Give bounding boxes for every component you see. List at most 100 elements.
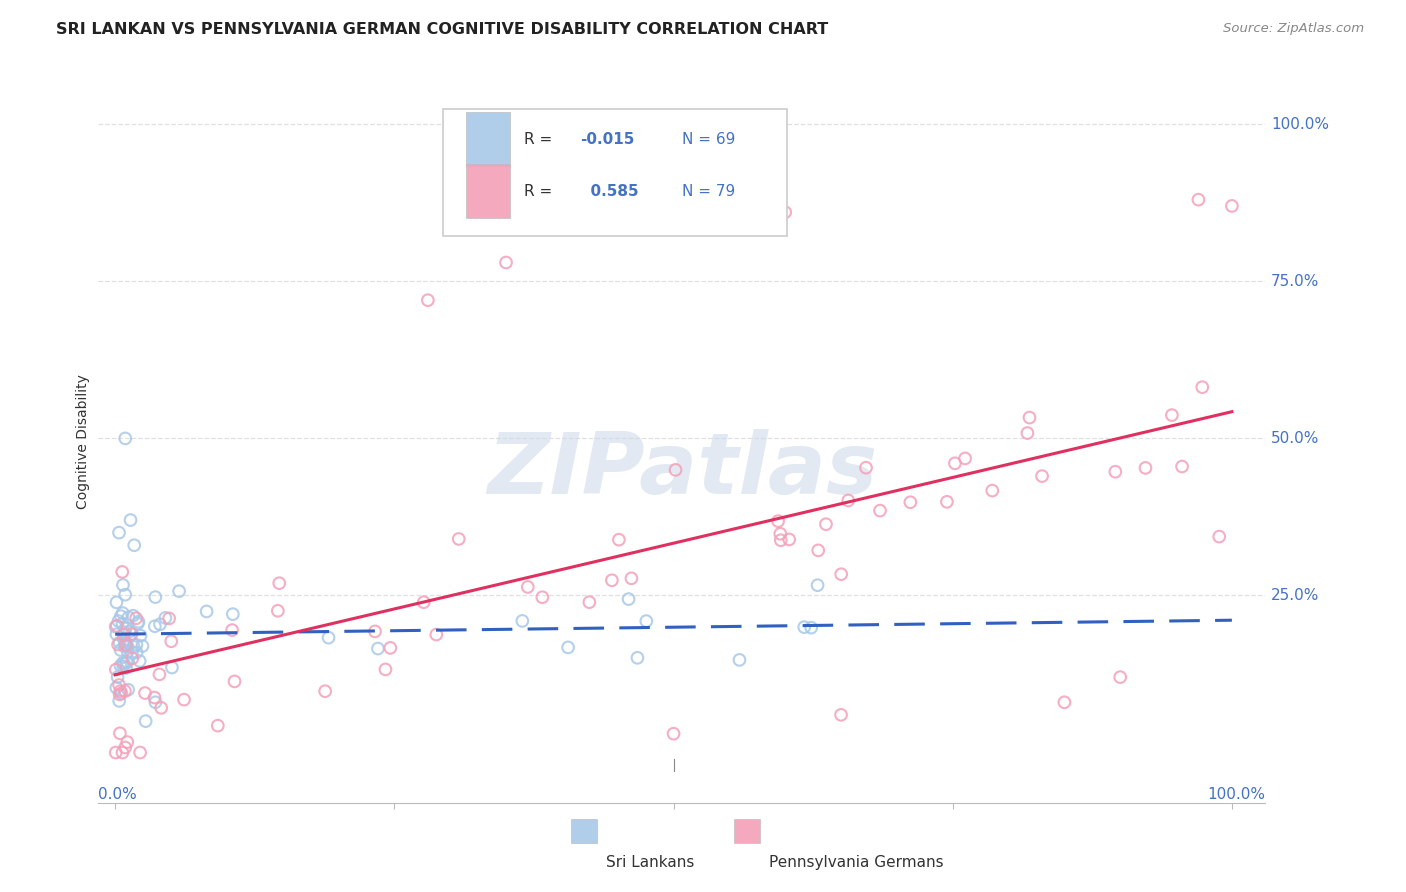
- Point: [105, 595, 128, 609]
- Point: [830, 707, 852, 722]
- Point: [127, 616, 149, 631]
- FancyBboxPatch shape: [465, 112, 510, 166]
- Point: [111, 578, 134, 592]
- Point: [1104, 465, 1126, 479]
- Point: [112, 625, 135, 640]
- Text: 75.0%: 75.0%: [1271, 274, 1319, 289]
- FancyBboxPatch shape: [443, 109, 787, 235]
- Point: [143, 690, 166, 705]
- Point: [108, 726, 131, 740]
- Point: [778, 533, 800, 547]
- Point: [167, 584, 190, 599]
- Point: [148, 667, 170, 681]
- Point: [620, 571, 643, 585]
- Point: [145, 695, 167, 709]
- Point: [160, 660, 183, 674]
- Text: R =: R =: [524, 132, 558, 146]
- Point: [793, 620, 815, 634]
- Point: [104, 663, 127, 677]
- Point: [516, 580, 538, 594]
- Point: [837, 493, 859, 508]
- Point: [128, 654, 150, 668]
- Point: [830, 567, 852, 582]
- FancyBboxPatch shape: [465, 164, 510, 219]
- Point: [111, 746, 134, 760]
- Point: [110, 684, 132, 698]
- Point: [117, 735, 139, 749]
- Point: [943, 456, 966, 470]
- Point: [269, 576, 291, 591]
- FancyBboxPatch shape: [734, 820, 761, 843]
- Point: [118, 624, 141, 639]
- Point: [107, 670, 129, 684]
- Point: [114, 635, 136, 649]
- Point: [143, 619, 166, 633]
- Point: [1171, 459, 1194, 474]
- Y-axis label: Cognitive Disability: Cognitive Disability: [76, 374, 90, 509]
- FancyBboxPatch shape: [571, 820, 596, 843]
- Point: [105, 627, 128, 641]
- Text: N = 69: N = 69: [682, 132, 735, 146]
- Point: [160, 634, 183, 648]
- Point: [267, 604, 290, 618]
- Point: [131, 639, 153, 653]
- Point: [112, 659, 135, 673]
- Point: [495, 255, 517, 269]
- Point: [685, 180, 707, 194]
- Point: [112, 657, 135, 671]
- Point: [367, 641, 389, 656]
- Point: [806, 578, 828, 592]
- Text: 100.0%: 100.0%: [1271, 117, 1329, 132]
- Point: [110, 686, 132, 700]
- Point: [314, 684, 336, 698]
- Point: [626, 650, 648, 665]
- Point: [1031, 469, 1053, 483]
- Point: [125, 638, 148, 652]
- Point: [981, 483, 1004, 498]
- Text: 25.0%: 25.0%: [1271, 588, 1319, 603]
- Point: [135, 714, 157, 728]
- Point: [122, 608, 145, 623]
- Point: [108, 687, 131, 701]
- Text: N = 79: N = 79: [682, 185, 735, 199]
- Point: [149, 617, 172, 632]
- Point: [117, 645, 139, 659]
- Point: [114, 636, 136, 650]
- Point: [416, 293, 439, 308]
- Point: [143, 590, 166, 604]
- Point: [1018, 410, 1040, 425]
- Point: [120, 513, 142, 527]
- Point: [150, 701, 173, 715]
- Point: [807, 543, 830, 558]
- Point: [1135, 461, 1157, 475]
- Point: [773, 205, 796, 219]
- Point: [607, 533, 630, 547]
- Point: [129, 629, 152, 643]
- Point: [108, 678, 131, 692]
- Point: [531, 591, 554, 605]
- Point: [766, 514, 789, 528]
- Point: [600, 574, 623, 588]
- Text: ZIPatlas: ZIPatlas: [486, 429, 877, 512]
- Text: Pennsylvania Germans: Pennsylvania Germans: [769, 855, 943, 870]
- Point: [125, 611, 148, 625]
- Point: [155, 611, 177, 625]
- Point: [111, 616, 134, 631]
- Point: [108, 635, 131, 649]
- Point: [112, 632, 135, 647]
- Point: [122, 538, 145, 552]
- Point: [117, 610, 139, 624]
- Point: [114, 431, 136, 445]
- Point: [107, 614, 129, 628]
- Point: [121, 627, 143, 641]
- Point: [114, 684, 136, 698]
- Point: [1191, 380, 1213, 394]
- Text: -0.015: -0.015: [581, 132, 634, 146]
- Point: [800, 621, 823, 635]
- Point: [115, 661, 138, 675]
- Point: [662, 727, 685, 741]
- Point: [224, 674, 246, 689]
- Point: [111, 606, 134, 620]
- Point: [105, 681, 128, 695]
- Point: [935, 495, 957, 509]
